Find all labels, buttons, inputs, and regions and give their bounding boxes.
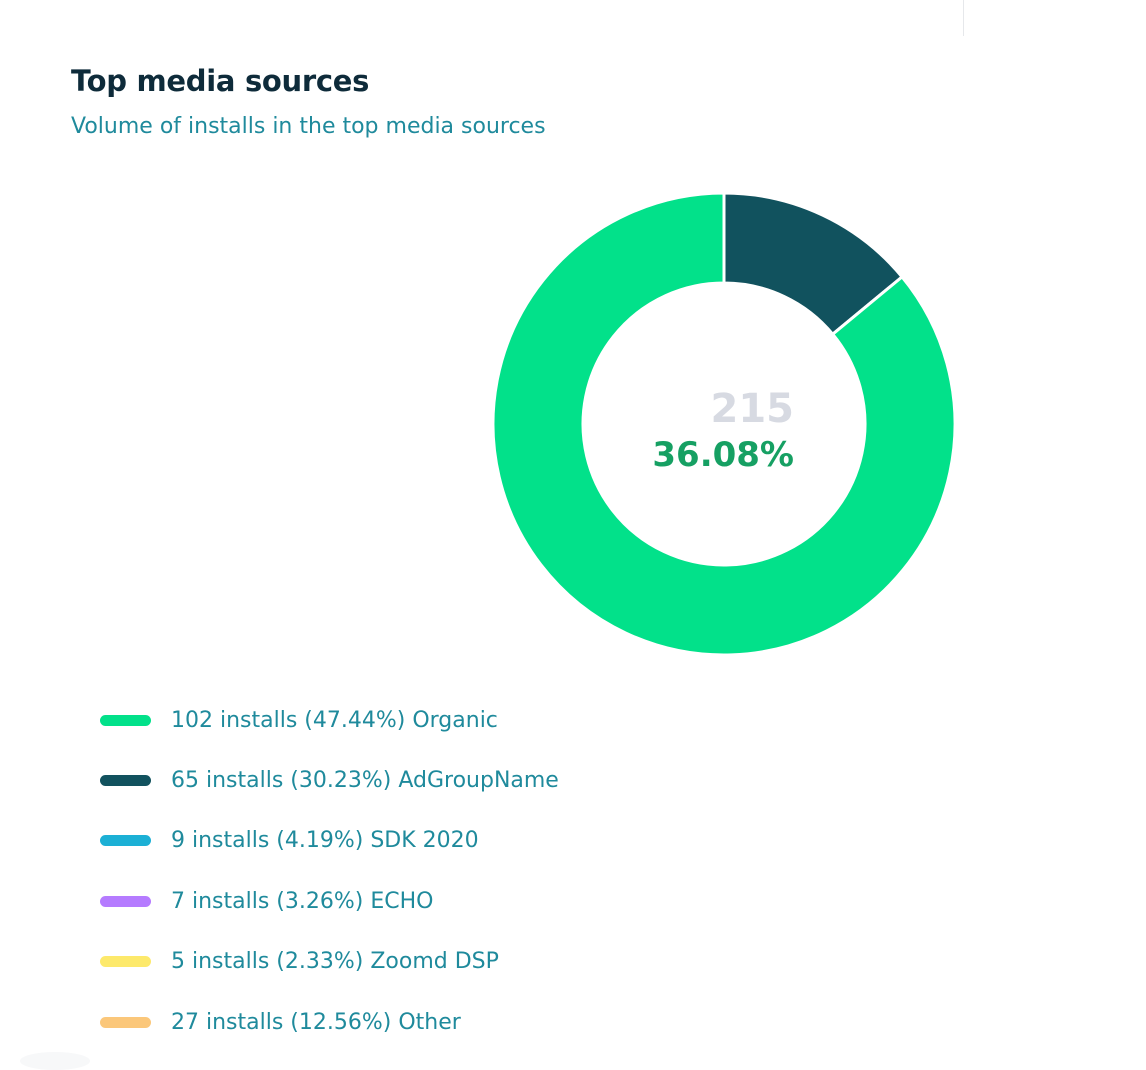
donut-slice-organic[interactable] [491,191,957,657]
legend-swatch [100,956,151,968]
legend-swatch [100,775,151,787]
chart-subtitle: Volume of installs in the top media sour… [71,114,546,139]
corner-shadow [20,1052,90,1070]
legend-item-echo[interactable]: 7 installs (3.26%) ECHO [100,871,559,931]
donut-center-total: 215 [710,386,795,432]
legend-swatch [100,835,151,847]
legend-item-zoomd-dsp[interactable]: 5 installs (2.33%) Zoomd DSP [100,932,559,992]
legend-label: 65 installs (30.23%) AdGroupName [171,768,559,794]
legend-swatch [100,714,151,726]
donut-chart [491,191,957,657]
legend-label: 7 installs (3.26%) ECHO [171,888,434,914]
legend-label: 102 installs (47.44%) Organic [171,707,498,733]
legend-item-sdk-2020[interactable]: 9 installs (4.19%) SDK 2020 [100,811,559,871]
legend-item-other[interactable]: 27 installs (12.56%) Other [100,992,559,1052]
legend-swatch [100,1016,151,1028]
chart-legend: 102 installs (47.44%) Organic 65 install… [100,690,559,1052]
legend-item-adgroupname[interactable]: 65 installs (30.23%) AdGroupName [100,750,559,810]
donut-center-percent: 36.08% [652,435,794,475]
legend-item-organic[interactable]: 102 installs (47.44%) Organic [100,690,559,750]
legend-label: 5 installs (2.33%) Zoomd DSP [171,949,499,975]
legend-label: 27 installs (12.56%) Other [171,1009,461,1035]
legend-swatch [100,895,151,907]
chart-title: Top media sources [71,64,370,98]
header-divider [963,0,964,36]
legend-label: 9 installs (4.19%) SDK 2020 [171,828,479,854]
